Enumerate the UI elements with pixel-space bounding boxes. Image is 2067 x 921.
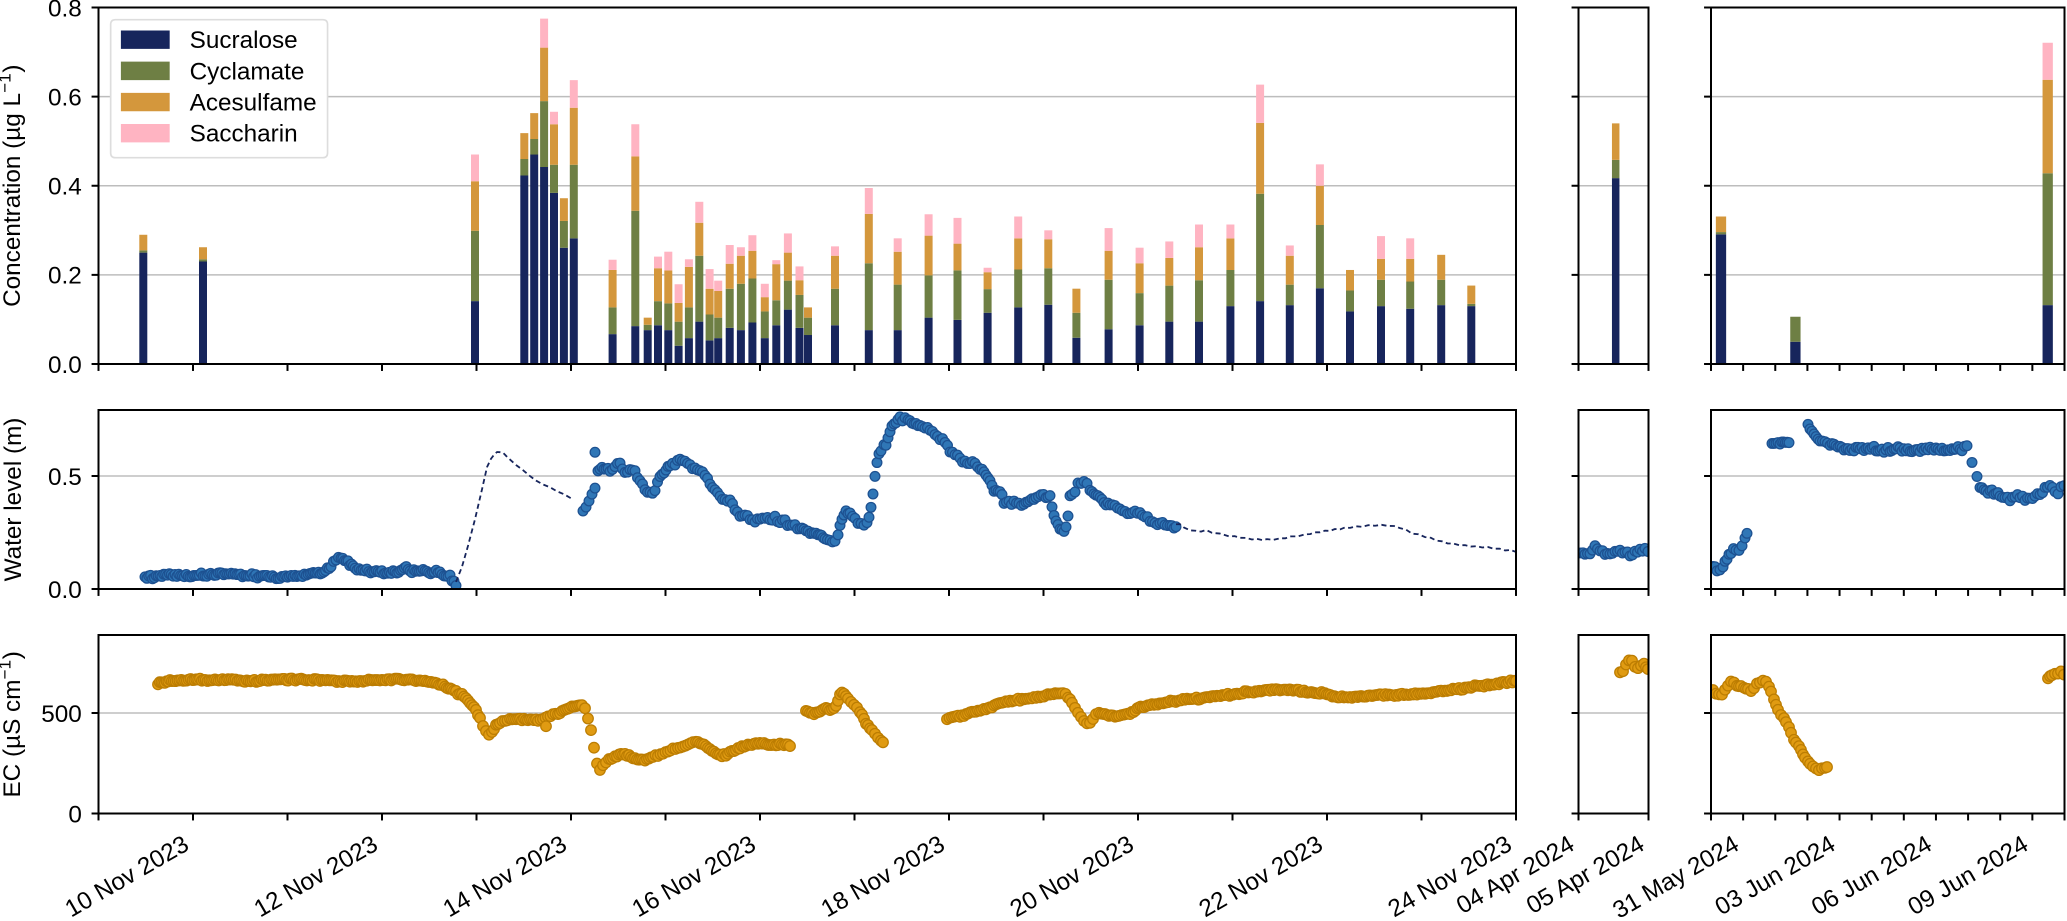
svg-text:500: 500 (41, 701, 82, 728)
svg-text:Sucralose: Sucralose (190, 27, 298, 54)
svg-text:0.2: 0.2 (48, 263, 82, 290)
svg-text:Water level (m): Water level (m) (0, 418, 27, 582)
svg-text:C o n c: C o n c e n t r a t i o n ( µ g L ) − 1 (0, 58, 26, 307)
svg-text:0.4: 0.4 (48, 174, 82, 201)
svg-text:Cyclamate: Cyclamate (190, 58, 305, 85)
svg-text:0.5: 0.5 (48, 464, 82, 491)
svg-text:0.6: 0.6 (48, 84, 82, 111)
svg-text:Saccharin: Saccharin (190, 121, 298, 148)
svg-text:0: 0 (68, 801, 82, 828)
svg-text:0.8: 0.8 (48, 0, 82, 22)
svg-text:E C (: E C ( µ S c m ) − 1 (0, 645, 26, 798)
svg-text:Acesulfame: Acesulfame (190, 90, 317, 117)
svg-text:0.0: 0.0 (48, 352, 82, 379)
svg-text:0.0: 0.0 (48, 577, 82, 604)
